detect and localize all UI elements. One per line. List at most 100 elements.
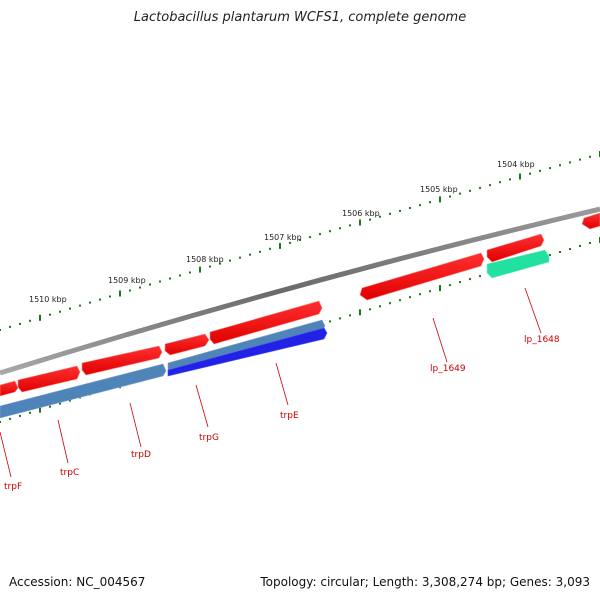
minor-tick (549, 254, 551, 256)
minor-tick (489, 184, 491, 187)
minor-tick (9, 417, 11, 420)
major-tick (439, 285, 441, 292)
minor-tick (389, 302, 391, 305)
minor-tick (469, 278, 471, 281)
minor-tick (99, 298, 101, 301)
minor-tick (559, 251, 561, 253)
minor-tick (349, 224, 351, 227)
minor-tick (379, 215, 381, 218)
minor-tick (329, 230, 331, 233)
gene-label: trpE (280, 411, 299, 421)
minor-tick (339, 317, 341, 320)
tick-label: 1507 kbp (264, 233, 302, 242)
genome-backbone (0, 206, 600, 376)
forward-gene (0, 380, 19, 397)
tick-label: 1509 kbp (108, 276, 146, 285)
minor-tick (339, 227, 341, 230)
minor-tick (389, 212, 391, 215)
gene-label: lp_1648 (524, 335, 560, 345)
tick-labels: 1504 kbp 1505 kbp 1506 kbp 1507 kbp 1508… (29, 160, 535, 304)
minor-tick (29, 319, 31, 322)
minor-tick (379, 305, 381, 308)
minor-tick (499, 181, 501, 184)
minor-tick (399, 299, 401, 302)
minor-tick (19, 322, 21, 325)
reverse-genes (0, 249, 550, 419)
major-tick (279, 242, 281, 249)
minor-tick (429, 201, 431, 204)
major-tick (519, 173, 521, 180)
minor-tick (589, 155, 591, 158)
minor-tick (229, 259, 231, 262)
minor-tick (579, 158, 581, 161)
forward-gene (164, 333, 210, 356)
minor-tick (429, 290, 431, 293)
accession-text: Accession: NC_004567 (9, 575, 146, 589)
tick-label: 1504 kbp (497, 160, 535, 169)
minor-tick (189, 271, 191, 274)
minor-tick (29, 411, 31, 414)
minor-tick (409, 207, 411, 209)
tick-label: 1508 kbp (186, 255, 224, 264)
minor-tick (459, 192, 461, 195)
minor-tick (159, 280, 161, 283)
forward-gene (209, 300, 323, 345)
minor-tick (59, 310, 61, 313)
gene-label: trpC (60, 468, 79, 478)
minor-tick (79, 304, 81, 307)
minor-tick (239, 256, 241, 259)
minor-tick (479, 186, 481, 189)
minor-tick (249, 253, 251, 256)
minor-tick (179, 274, 181, 277)
minor-tick (219, 262, 221, 265)
forward-gene (581, 212, 600, 230)
minor-tick (9, 325, 11, 328)
minor-tick (589, 242, 591, 244)
reverse-gene-blue (167, 327, 328, 377)
minor-tick (419, 293, 421, 296)
minor-tick (259, 250, 261, 253)
reverse-gene-teal (486, 249, 550, 279)
minor-tick (569, 248, 571, 250)
minor-tick (129, 289, 131, 292)
minor-tick (299, 239, 301, 241)
major-tick (39, 314, 41, 321)
label-leaders (0, 287, 542, 478)
minor-tick (69, 307, 71, 310)
minor-tick (19, 414, 21, 417)
minor-tick (289, 241, 291, 244)
minor-tick (399, 209, 401, 212)
minor-tick (0, 421, 1, 423)
forward-gene-lp-1648 (486, 233, 545, 263)
reverse-gene-steel (0, 363, 167, 419)
minor-tick (569, 161, 571, 164)
minor-tick (169, 277, 171, 280)
minor-tick (209, 265, 211, 268)
major-tick (439, 196, 441, 203)
minor-tick (549, 167, 551, 170)
minor-tick (149, 283, 151, 286)
minor-tick (269, 247, 271, 250)
minor-tick (139, 286, 141, 289)
tick-label: 1510 kbp (29, 295, 67, 304)
minor-tick (369, 308, 371, 311)
minor-tick (539, 169, 541, 172)
minor-tick (459, 281, 461, 284)
minor-tick (319, 233, 321, 236)
forward-gene (81, 345, 163, 376)
minor-tick (579, 245, 581, 247)
minor-tick (329, 320, 331, 323)
map-title: Lactobacillus plantarum WCFS1, complete … (133, 10, 467, 25)
forward-gene (17, 365, 81, 393)
gene-label: trpD (131, 450, 151, 460)
gene-label: trpF (4, 482, 22, 492)
minor-tick (559, 164, 561, 167)
minor-tick (89, 301, 91, 304)
major-tick (199, 266, 201, 273)
minor-tick (109, 295, 111, 298)
minor-tick (469, 189, 471, 192)
major-tick (359, 219, 361, 226)
minor-tick (479, 275, 481, 278)
gene-labels: lp_1648 lp_1649 trpE trpG trpD trpC trpF (4, 335, 560, 492)
